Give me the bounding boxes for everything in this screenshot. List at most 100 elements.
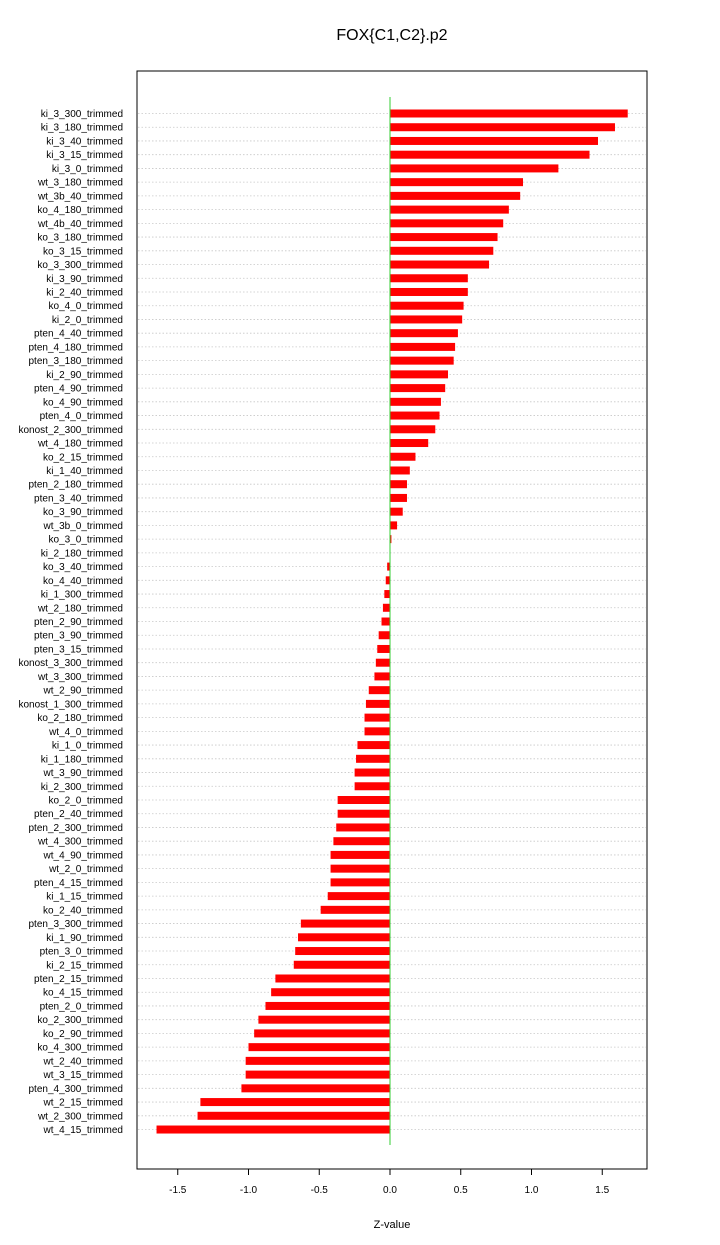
bars bbox=[156, 109, 628, 1134]
bar bbox=[378, 631, 390, 640]
category-label: wt_4_180_trimmed bbox=[37, 439, 123, 450]
bar bbox=[390, 136, 599, 145]
bar bbox=[390, 260, 490, 269]
bar bbox=[357, 741, 390, 750]
bar bbox=[320, 905, 390, 914]
category-label: ko_3_90_trimmed bbox=[43, 507, 123, 518]
category-label: ko_3_180_trimmed bbox=[37, 233, 123, 244]
category-label: konost_3_300_trimmed bbox=[18, 658, 123, 669]
x-tick-label: 1.5 bbox=[595, 1185, 609, 1196]
bar bbox=[330, 864, 390, 873]
bar bbox=[356, 754, 390, 763]
x-tick-label: -1.5 bbox=[169, 1185, 187, 1196]
bar bbox=[241, 1084, 390, 1093]
bar bbox=[390, 342, 456, 351]
bar bbox=[390, 521, 398, 530]
category-label: ko_4_300_trimmed bbox=[37, 1043, 123, 1054]
category-label: ko_3_40_trimmed bbox=[43, 562, 123, 573]
category-label: wt_2_40_trimmed bbox=[43, 1056, 123, 1067]
bar bbox=[375, 658, 390, 667]
category-label: ki_2_90_trimmed bbox=[46, 370, 123, 381]
category-label: pten_2_0_trimmed bbox=[40, 1001, 123, 1012]
category-label: wt_4_0_trimmed bbox=[48, 727, 123, 738]
bar bbox=[390, 356, 454, 365]
category-label: wt_3_90_trimmed bbox=[43, 768, 123, 779]
category-label: konost_2_300_trimmed bbox=[18, 425, 123, 436]
category-label: wt_3_15_trimmed bbox=[43, 1070, 123, 1081]
category-label: ki_3_300_trimmed bbox=[41, 109, 123, 120]
bar bbox=[374, 672, 390, 681]
category-label: ko_2_180_trimmed bbox=[37, 713, 123, 724]
bar bbox=[364, 727, 390, 736]
category-label: ki_2_0_trimmed bbox=[52, 315, 123, 326]
bar bbox=[368, 686, 390, 695]
category-label: pten_3_300_trimmed bbox=[28, 919, 123, 930]
category-label: pten_4_15_trimmed bbox=[34, 878, 123, 889]
bar bbox=[390, 315, 463, 324]
category-label: pten_4_300_trimmed bbox=[28, 1084, 123, 1095]
bar bbox=[390, 439, 429, 448]
category-label: ko_2_40_trimmed bbox=[43, 905, 123, 916]
category-label: pten_2_180_trimmed bbox=[28, 480, 123, 491]
category-label: ki_3_180_trimmed bbox=[41, 123, 123, 134]
bar bbox=[293, 960, 390, 969]
bar bbox=[200, 1098, 390, 1107]
category-label: ko_2_15_trimmed bbox=[43, 452, 123, 463]
category-label: ko_4_0_trimmed bbox=[49, 301, 123, 312]
bar bbox=[390, 233, 498, 242]
bar bbox=[390, 466, 410, 475]
bar bbox=[333, 837, 390, 846]
category-label: pten_3_15_trimmed bbox=[34, 644, 123, 655]
x-tick-label: -0.5 bbox=[311, 1185, 329, 1196]
bar bbox=[387, 562, 390, 571]
bar bbox=[390, 205, 509, 214]
category-label: wt_4_300_trimmed bbox=[37, 837, 123, 848]
category-labels: ki_3_300_trimmed ki_3_180_trimmed ki_3_40_… bbox=[18, 109, 123, 1136]
category-label: wt_3b_40_trimmed bbox=[37, 191, 123, 202]
category-label: wt_3_300_trimmed bbox=[37, 672, 123, 683]
bar bbox=[381, 617, 390, 626]
bar bbox=[336, 823, 390, 832]
bar bbox=[390, 480, 407, 489]
category-label: ki_1_0_trimmed bbox=[52, 741, 123, 752]
category-label: ko_2_90_trimmed bbox=[43, 1029, 123, 1040]
x-axis: -1.5 -1.0 -0.5 0.0 0.5 1.0 1.5 bbox=[169, 1169, 610, 1196]
category-label: pten_2_40_trimmed bbox=[34, 809, 123, 820]
bar bbox=[390, 535, 392, 544]
bar bbox=[390, 507, 403, 516]
category-label: ki_1_15_trimmed bbox=[46, 892, 123, 903]
bar bbox=[385, 576, 390, 585]
bar bbox=[384, 590, 390, 599]
category-label: pten_2_300_trimmed bbox=[28, 823, 123, 834]
category-label: wt_2_300_trimmed bbox=[37, 1111, 123, 1122]
category-label: ki_3_90_trimmed bbox=[46, 274, 123, 285]
category-label: konost_1_300_trimmed bbox=[18, 699, 123, 710]
bar bbox=[265, 1001, 390, 1010]
bar bbox=[330, 850, 390, 859]
category-label: wt_2_15_trimmed bbox=[43, 1098, 123, 1109]
category-label: ki_1_90_trimmed bbox=[46, 933, 123, 944]
bar bbox=[377, 644, 390, 653]
bar bbox=[300, 919, 390, 928]
category-label: ko_4_15_trimmed bbox=[43, 988, 123, 999]
category-label: pten_3_90_trimmed bbox=[34, 631, 123, 642]
bar bbox=[390, 109, 628, 118]
bar bbox=[390, 411, 440, 420]
category-label: wt_4_90_trimmed bbox=[43, 850, 123, 861]
category-label: ki_2_40_trimmed bbox=[46, 287, 123, 298]
bar bbox=[354, 768, 390, 777]
category-label: ko_2_0_trimmed bbox=[49, 796, 123, 807]
category-label: pten_4_40_trimmed bbox=[34, 329, 123, 340]
x-tick-label: 0.5 bbox=[454, 1185, 468, 1196]
category-label: ki_1_300_trimmed bbox=[41, 590, 123, 601]
bar bbox=[390, 178, 524, 187]
bar bbox=[390, 191, 521, 200]
bar bbox=[390, 219, 504, 228]
category-label: pten_3_180_trimmed bbox=[28, 356, 123, 367]
bar bbox=[156, 1125, 390, 1134]
category-label: ki_2_300_trimmed bbox=[41, 782, 123, 793]
bar bbox=[245, 1070, 390, 1079]
bar bbox=[327, 892, 390, 901]
bar bbox=[330, 878, 390, 887]
category-label: ko_2_300_trimmed bbox=[37, 1015, 123, 1026]
